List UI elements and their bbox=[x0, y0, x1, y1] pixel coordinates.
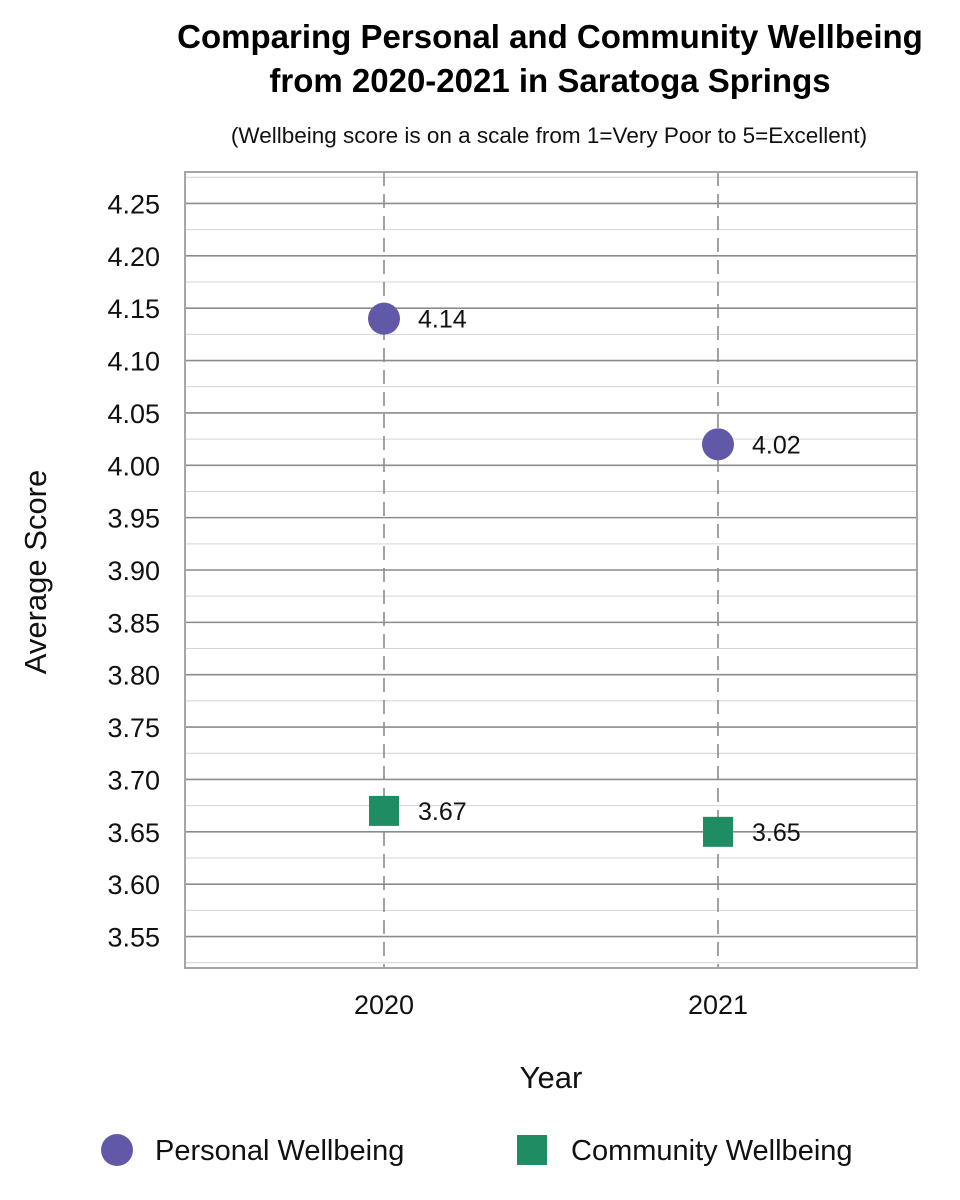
y-tick-label: 3.85 bbox=[107, 608, 160, 638]
data-label: 4.02 bbox=[752, 431, 801, 459]
chart-title-line-1: Comparing Personal and Community Wellbei… bbox=[177, 18, 923, 55]
legend-label: Community Wellbeing bbox=[571, 1135, 853, 1167]
legend: Personal Wellbeing Community Wellbeing bbox=[101, 1134, 853, 1167]
y-tick-label: 4.10 bbox=[107, 347, 160, 377]
y-tick-label: 3.75 bbox=[107, 713, 160, 743]
x-axis-ticks: 2020 2021 bbox=[354, 990, 748, 1020]
x-axis-label: Year bbox=[520, 1060, 583, 1095]
y-axis-ticks: 3.55 3.60 3.65 3.70 3.75 3.80 3.85 3.90 3.95 4.00… bbox=[107, 189, 160, 952]
plot-area-border bbox=[184, 171, 918, 969]
y-tick-label: 3.55 bbox=[107, 923, 160, 953]
grid bbox=[185, 172, 917, 968]
data-label: 3.67 bbox=[418, 798, 467, 826]
chart-title-line-2: from 2020-2021 in Saratoga Springs bbox=[269, 62, 830, 99]
community-wellbeing-point bbox=[369, 795, 399, 826]
y-tick-label: 3.80 bbox=[107, 661, 160, 691]
legend-community-marker bbox=[517, 1135, 547, 1165]
y-tick-label: 3.65 bbox=[107, 818, 160, 848]
y-tick-label: 4.15 bbox=[107, 294, 160, 324]
y-tick-label: 4.25 bbox=[107, 189, 160, 219]
data-label: 3.65 bbox=[752, 819, 801, 847]
y-tick-label: 3.95 bbox=[107, 504, 160, 534]
personal-wellbeing-point bbox=[702, 428, 734, 461]
y-tick-label: 3.60 bbox=[107, 870, 160, 900]
personal-wellbeing-point bbox=[368, 302, 400, 335]
community-wellbeing-point bbox=[703, 816, 733, 847]
x-tick-label: 2020 bbox=[354, 990, 414, 1020]
y-tick-label: 3.90 bbox=[107, 556, 160, 586]
legend-personal-marker bbox=[101, 1134, 133, 1166]
chart-subtitle: (Wellbeing score is on a scale from 1=Ve… bbox=[231, 123, 867, 148]
y-tick-label: 3.70 bbox=[107, 765, 160, 795]
y-tick-label: 4.20 bbox=[107, 242, 160, 272]
y-axis-label: Average Score bbox=[18, 470, 53, 675]
data-label: 4.14 bbox=[418, 306, 467, 334]
legend-label: Personal Wellbeing bbox=[155, 1135, 404, 1167]
y-tick-label: 4.00 bbox=[107, 451, 160, 481]
y-tick-label: 4.05 bbox=[107, 399, 160, 429]
x-tick-label: 2021 bbox=[688, 990, 748, 1020]
data-marks: 4.14 4.02 3.67 3.65 bbox=[368, 302, 801, 847]
